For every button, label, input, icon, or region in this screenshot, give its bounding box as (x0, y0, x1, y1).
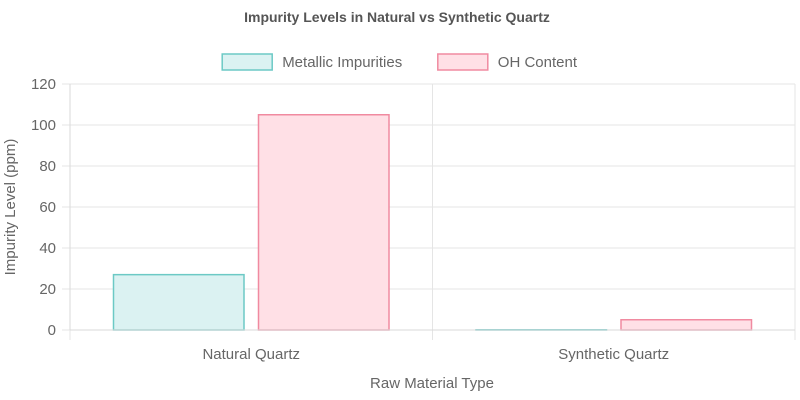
legend-label[interactable]: OH Content (498, 54, 578, 71)
chart-title: Impurity Levels in Natural vs Synthetic … (244, 9, 550, 25)
x-tick-label: Natural Quartz (202, 346, 300, 363)
legend-label[interactable]: Metallic Impurities (282, 54, 402, 71)
y-tick-label: 40 (39, 240, 56, 257)
legend-swatch[interactable] (437, 53, 489, 71)
y-tick-label: 60 (39, 199, 56, 216)
y-tick-label: 120 (31, 76, 56, 93)
legend-swatch[interactable] (221, 53, 273, 71)
legend: Metallic Impurities OH Content (221, 53, 578, 71)
bar-oh-content-1[interactable] (620, 319, 753, 331)
x-axis-title: Raw Material Type (370, 375, 494, 392)
y-axis-title: Impurity Level (ppm) (2, 139, 19, 276)
chart-axes: 0 20 40 60 80 100 120 Natural Quartz Synthetic Q… (31, 76, 795, 363)
y-tick-label: 100 (31, 117, 56, 134)
y-tick-label: 80 (39, 158, 56, 175)
x-tick-label: Synthetic Quartz (558, 346, 669, 363)
bar-metallic-impurities-0[interactable] (112, 273, 245, 331)
y-tick-label: 20 (39, 281, 56, 298)
y-tick-label: 0 (48, 322, 56, 339)
bar-oh-content-0[interactable] (257, 114, 390, 331)
chart-bars (112, 114, 753, 331)
